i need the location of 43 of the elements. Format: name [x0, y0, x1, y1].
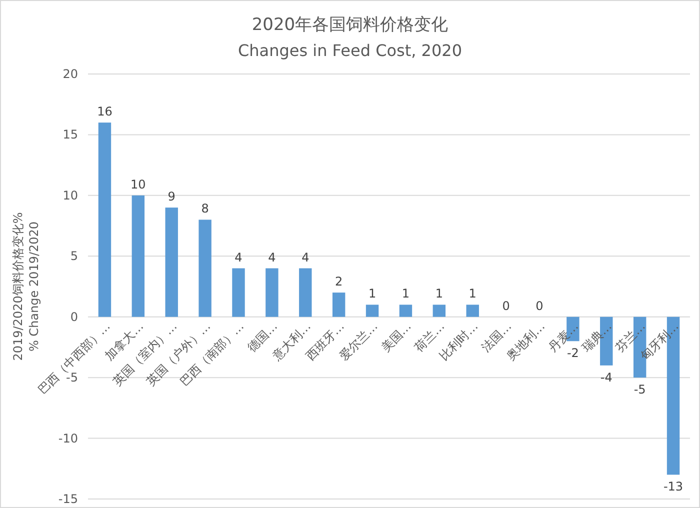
y-axis-title: 2019/2020饲料价格变化% % Change 2019/2020 [11, 212, 41, 361]
data-label: 1 [402, 286, 410, 301]
data-label: 0 [502, 298, 510, 313]
data-label: 10 [130, 177, 146, 192]
x-tick-label: 美国… [378, 319, 414, 354]
data-label: 4 [302, 250, 310, 264]
y-tick-label: 5 [70, 249, 78, 264]
data-label: -4 [600, 370, 612, 384]
y-tick-label: 10 [62, 188, 78, 202]
y-tick-label: 0 [70, 310, 78, 324]
data-label: 9 [168, 190, 176, 204]
bar [466, 304, 479, 317]
data-label: 2 [335, 274, 343, 289]
x-tick-label: 瑞典… [579, 319, 615, 354]
bar [98, 122, 112, 317]
data-label: 4 [234, 250, 242, 264]
data-label: 1 [435, 286, 443, 301]
bar [432, 304, 446, 317]
data-label: 0 [536, 298, 544, 313]
y-tick-label: -5 [66, 370, 78, 385]
bar [198, 220, 212, 317]
y-tick-label: 20 [62, 67, 78, 81]
data-label: -13 [663, 480, 684, 494]
chart-title: 2020年各国饲料价格变化 [252, 15, 448, 35]
data-label: 4 [268, 250, 276, 264]
y-tick-label: -10 [58, 431, 78, 446]
data-label: 1 [368, 286, 376, 301]
bar [132, 195, 145, 317]
data-label: -2 [566, 346, 579, 360]
y-tick-label: -15 [58, 492, 78, 506]
bar [232, 268, 245, 317]
data-label: 8 [201, 202, 209, 216]
bar [165, 208, 178, 317]
data-label: 1 [468, 286, 476, 301]
bar [299, 268, 312, 317]
bar [332, 292, 346, 317]
y-tick-label: 15 [62, 128, 78, 142]
bar [266, 268, 278, 317]
data-label: -5 [634, 382, 646, 397]
chart-subtitle: Changes in Feed Cost, 2020 [238, 41, 462, 60]
bar [366, 304, 379, 317]
data-label: 16 [97, 104, 112, 119]
bar [399, 304, 412, 317]
